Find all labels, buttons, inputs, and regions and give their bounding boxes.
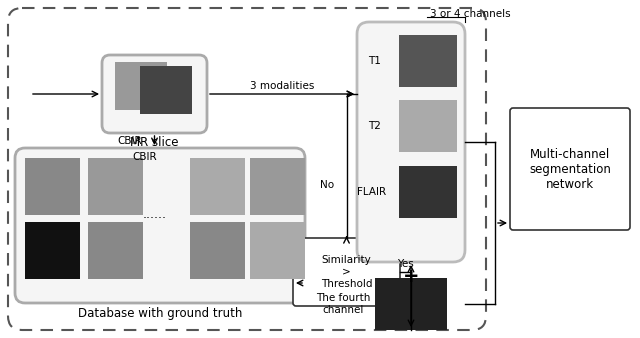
FancyBboxPatch shape [357, 22, 465, 262]
FancyBboxPatch shape [25, 158, 80, 215]
FancyBboxPatch shape [190, 158, 245, 215]
Text: Yes: Yes [397, 259, 414, 269]
FancyBboxPatch shape [8, 8, 486, 330]
Text: FLAIR: FLAIR [357, 187, 387, 197]
FancyBboxPatch shape [88, 158, 143, 215]
Text: T1: T1 [369, 56, 381, 66]
Text: Similarity
>
Threshold: Similarity > Threshold [321, 256, 372, 289]
FancyBboxPatch shape [375, 278, 447, 330]
Text: ......: ...... [143, 209, 167, 221]
FancyBboxPatch shape [510, 108, 630, 230]
FancyBboxPatch shape [190, 222, 245, 279]
FancyBboxPatch shape [140, 66, 192, 114]
Text: 3 modalities: 3 modalities [250, 81, 314, 91]
Text: +: + [403, 267, 419, 287]
Text: MR slice: MR slice [131, 136, 179, 148]
Text: Multi-channel
segmentation
network: Multi-channel segmentation network [529, 147, 611, 191]
FancyBboxPatch shape [250, 222, 305, 279]
Text: 3 or 4 channels: 3 or 4 channels [430, 9, 511, 19]
Text: The fourth
channel: The fourth channel [316, 293, 370, 315]
Text: T2: T2 [369, 121, 381, 131]
FancyBboxPatch shape [25, 222, 80, 279]
Text: CBIR: CBIR [132, 152, 157, 162]
FancyBboxPatch shape [88, 222, 143, 279]
Text: Database with ground truth: Database with ground truth [78, 307, 242, 319]
FancyBboxPatch shape [250, 158, 305, 215]
FancyBboxPatch shape [399, 100, 457, 152]
Text: No: No [321, 180, 335, 191]
FancyBboxPatch shape [293, 238, 400, 306]
FancyBboxPatch shape [15, 148, 305, 303]
Text: CBIR: CBIR [118, 136, 143, 145]
FancyBboxPatch shape [115, 62, 167, 110]
FancyBboxPatch shape [399, 166, 457, 218]
FancyBboxPatch shape [102, 55, 207, 133]
FancyBboxPatch shape [399, 35, 457, 87]
